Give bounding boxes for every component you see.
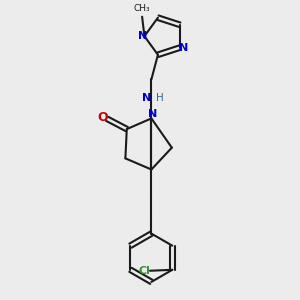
Text: Cl: Cl xyxy=(139,266,150,276)
Text: O: O xyxy=(98,110,108,124)
Text: N: N xyxy=(179,43,188,53)
Text: CH₃: CH₃ xyxy=(134,4,150,13)
Text: H: H xyxy=(156,93,163,103)
Text: N: N xyxy=(148,109,157,119)
Text: N: N xyxy=(142,93,152,103)
Text: N: N xyxy=(138,31,147,41)
